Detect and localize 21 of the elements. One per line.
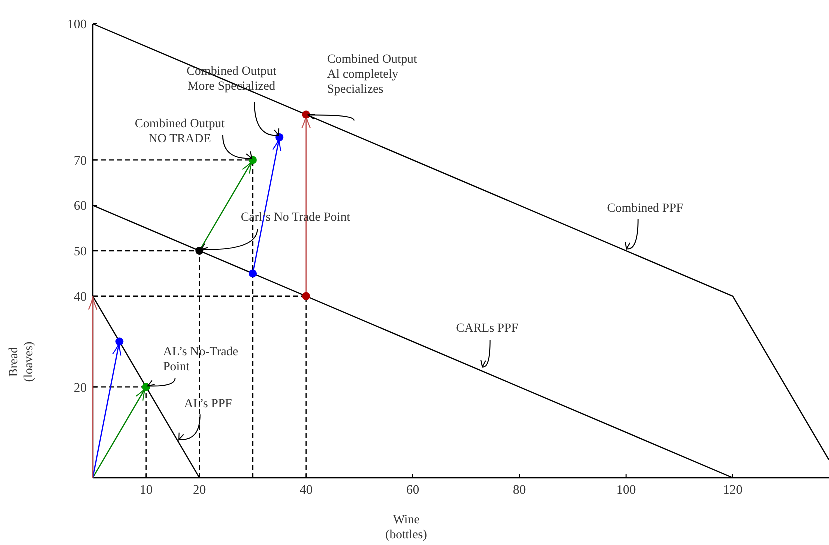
y-tick-label: 100 [68, 16, 87, 32]
x-axis-title: Wine (bottles) [386, 512, 428, 542]
annotation: AL’s No-Trade Point [163, 344, 239, 374]
annotation: Combined Output NO TRADE [135, 116, 226, 146]
x-tick-label: 40 [300, 482, 313, 497]
annotation: Combined Output Al completely Specializes [327, 52, 418, 96]
y-axis-title: Bread (loaves) [6, 342, 36, 382]
annotation: CARLs PPF [456, 320, 518, 335]
annotation: AL’s PPF [184, 396, 232, 411]
y-tick-label: 60 [74, 198, 87, 214]
x-tick-label: 10 [140, 482, 153, 497]
y-tick-label: 70 [74, 152, 87, 168]
y-tick-label: 40 [74, 288, 87, 304]
y-tick-label: 50 [74, 244, 87, 259]
annotation: Combined PPF [607, 200, 684, 215]
x-tick-label: 120 [723, 482, 743, 497]
x-tick-label: 100 [616, 482, 636, 497]
x-tick-label: 20 [193, 482, 206, 497]
y-tick-label: 20 [74, 380, 87, 395]
x-tick-label: 60 [406, 482, 420, 497]
x-tick-label: 80 [513, 482, 526, 497]
